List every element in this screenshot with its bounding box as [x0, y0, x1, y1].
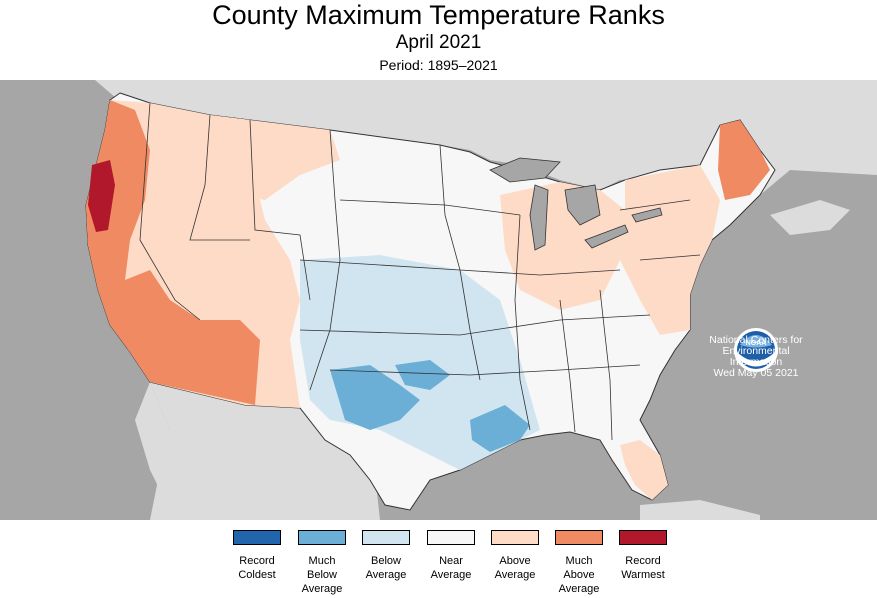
- credit-line: National Centers for: [709, 334, 803, 346]
- legend-item: Record Warmest: [611, 530, 675, 582]
- state-boundaries: [139, 102, 701, 441]
- maine-much-above: [718, 120, 770, 200]
- legend-item: Much Below Average: [290, 530, 354, 596]
- legend-label-line: Average: [301, 583, 343, 595]
- oregon-record-warmest: [88, 160, 115, 232]
- legend-item: Much Above Average: [547, 530, 611, 596]
- legend-swatch: [362, 530, 410, 545]
- legend-label-line: Average: [430, 569, 472, 581]
- florida-above: [620, 440, 668, 500]
- nova-scotia: [770, 200, 850, 235]
- legend-label-line: Near: [439, 555, 463, 567]
- legend-swatch: [233, 530, 281, 545]
- noaa-logo-text: NOAA: [746, 340, 767, 347]
- legend-label: Near Average: [419, 554, 483, 582]
- west-coast-much-above: [86, 100, 260, 405]
- legend-swatch: [298, 530, 346, 545]
- legend-label-line: Much: [308, 555, 336, 567]
- lake-erie: [584, 224, 629, 249]
- legend-swatch: [491, 530, 539, 545]
- legend-item: Below Average: [354, 530, 418, 582]
- legend-label-line: Above: [563, 569, 595, 581]
- legend-label-line: Record: [625, 555, 661, 567]
- lake-michigan: [529, 184, 549, 251]
- legend-label-line: Above: [499, 555, 531, 567]
- legend-label-line: Record: [239, 555, 275, 567]
- noaa-logo: NOAA: [734, 328, 778, 372]
- lake-huron: [564, 184, 601, 226]
- legend-label: Record Warmest: [611, 554, 675, 582]
- legend-swatch: [619, 530, 667, 545]
- legend-item: Near Average: [419, 530, 483, 582]
- great-lakes: [489, 157, 663, 251]
- idaho-montana-above: [210, 115, 340, 200]
- legend-label-line: Average: [558, 583, 600, 595]
- oklahoma-much-below: [395, 360, 450, 390]
- legend-label-line: Coldest: [238, 569, 276, 581]
- legend-label-line: Below: [371, 555, 401, 567]
- map-title: County Maximum Temperature Ranks: [212, 0, 665, 30]
- legend-swatch: [555, 530, 603, 545]
- credit-date: Wed May 05 2021: [713, 367, 799, 379]
- legend-swatch: [427, 530, 475, 545]
- legend-label-line: Average: [365, 569, 407, 581]
- legend-item: Above Average: [483, 530, 547, 582]
- baja-peninsula: [135, 382, 200, 520]
- legend-label: Record Coldest: [225, 554, 289, 582]
- period-label: Period: 1895–2021: [379, 57, 498, 73]
- credit-line: Information: [729, 356, 783, 368]
- cuba-island: [640, 500, 760, 520]
- legend-label: Much Above Average: [547, 554, 611, 596]
- temperature-anomaly-regions: [86, 100, 770, 500]
- ncei-credit: National Centers for Environmental Infor…: [700, 335, 812, 379]
- legend-label-line: Below: [307, 569, 337, 581]
- credit-line: Environmental: [722, 345, 790, 357]
- lake-ontario: [631, 207, 663, 223]
- legend-label: Above Average: [483, 554, 547, 582]
- lake-superior: [489, 157, 561, 183]
- texas-much-below: [330, 365, 420, 430]
- map-canvas: NOAA: [85, 80, 877, 520]
- legend-label-line: Average: [494, 569, 536, 581]
- louisiana-much-below: [470, 405, 530, 452]
- northeast-above: [620, 165, 720, 335]
- legend-item: Record Coldest: [225, 530, 289, 582]
- legend-label-line: Much: [565, 555, 593, 567]
- us-county-map: NOAA: [0, 80, 877, 520]
- legend-label: Much Below Average: [290, 554, 354, 596]
- mexico-landmass: [150, 382, 380, 520]
- legend-label: Below Average: [354, 554, 418, 582]
- map-subtitle: April 2021: [395, 32, 482, 53]
- legend-label-line: Warmest: [621, 569, 665, 581]
